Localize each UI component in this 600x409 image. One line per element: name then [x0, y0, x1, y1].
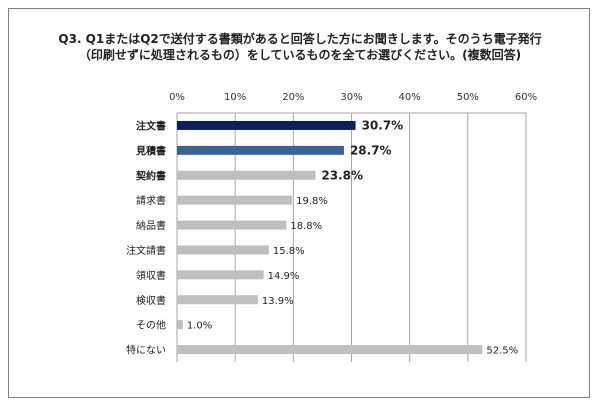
- category-label: 契約書: [136, 169, 166, 182]
- category-label: 注文書: [136, 119, 166, 132]
- category-label: 特にない: [126, 345, 166, 357]
- bar: [177, 195, 293, 205]
- category-label: その他: [136, 319, 166, 332]
- bar: [177, 245, 269, 255]
- bar: [177, 295, 258, 305]
- data-label: 15.8%: [273, 246, 305, 257]
- data-label: 14.9%: [268, 271, 300, 282]
- bar: [177, 170, 316, 180]
- bar: [177, 345, 483, 355]
- data-label: 18.8%: [290, 221, 322, 232]
- data-label: 13.9%: [262, 296, 294, 307]
- category-label: 請求書: [136, 194, 166, 207]
- data-label: 23.8%: [321, 168, 363, 182]
- x-tick-label: 30%: [340, 92, 362, 103]
- data-label: 1.0%: [187, 321, 212, 332]
- category-label: 見積書: [135, 144, 166, 157]
- category-label: 領収書: [136, 269, 166, 282]
- data-label: 30.7%: [362, 118, 404, 132]
- bar: [177, 320, 183, 330]
- chart-title-line-2: （印刷せずに処理されるもの）をしているものを全てお選びください。(複数回答): [78, 48, 522, 62]
- chart-frame: [8, 8, 590, 398]
- category-label: 納品書: [136, 219, 166, 232]
- data-label: 19.8%: [296, 196, 328, 207]
- x-tick-label: 50%: [457, 92, 479, 103]
- x-tick-label: 20%: [282, 92, 304, 103]
- data-label: 52.5%: [486, 346, 518, 357]
- bar: [177, 270, 264, 280]
- bar: [177, 120, 356, 130]
- data-label: 28.7%: [350, 143, 392, 157]
- bar: [177, 220, 287, 230]
- category-label: 注文請書: [126, 244, 166, 257]
- x-tick-label: 60%: [515, 92, 537, 103]
- x-tick-label: 40%: [399, 92, 421, 103]
- chart-title-line-1: Q3. Q1またはQ2で送付する書類があると回答した方にお聞きします。そのうち電…: [58, 32, 542, 46]
- category-label: 検収書: [136, 294, 166, 307]
- x-tick-label: 10%: [224, 92, 246, 103]
- bar: [177, 145, 344, 155]
- x-tick-label: 0%: [169, 92, 185, 103]
